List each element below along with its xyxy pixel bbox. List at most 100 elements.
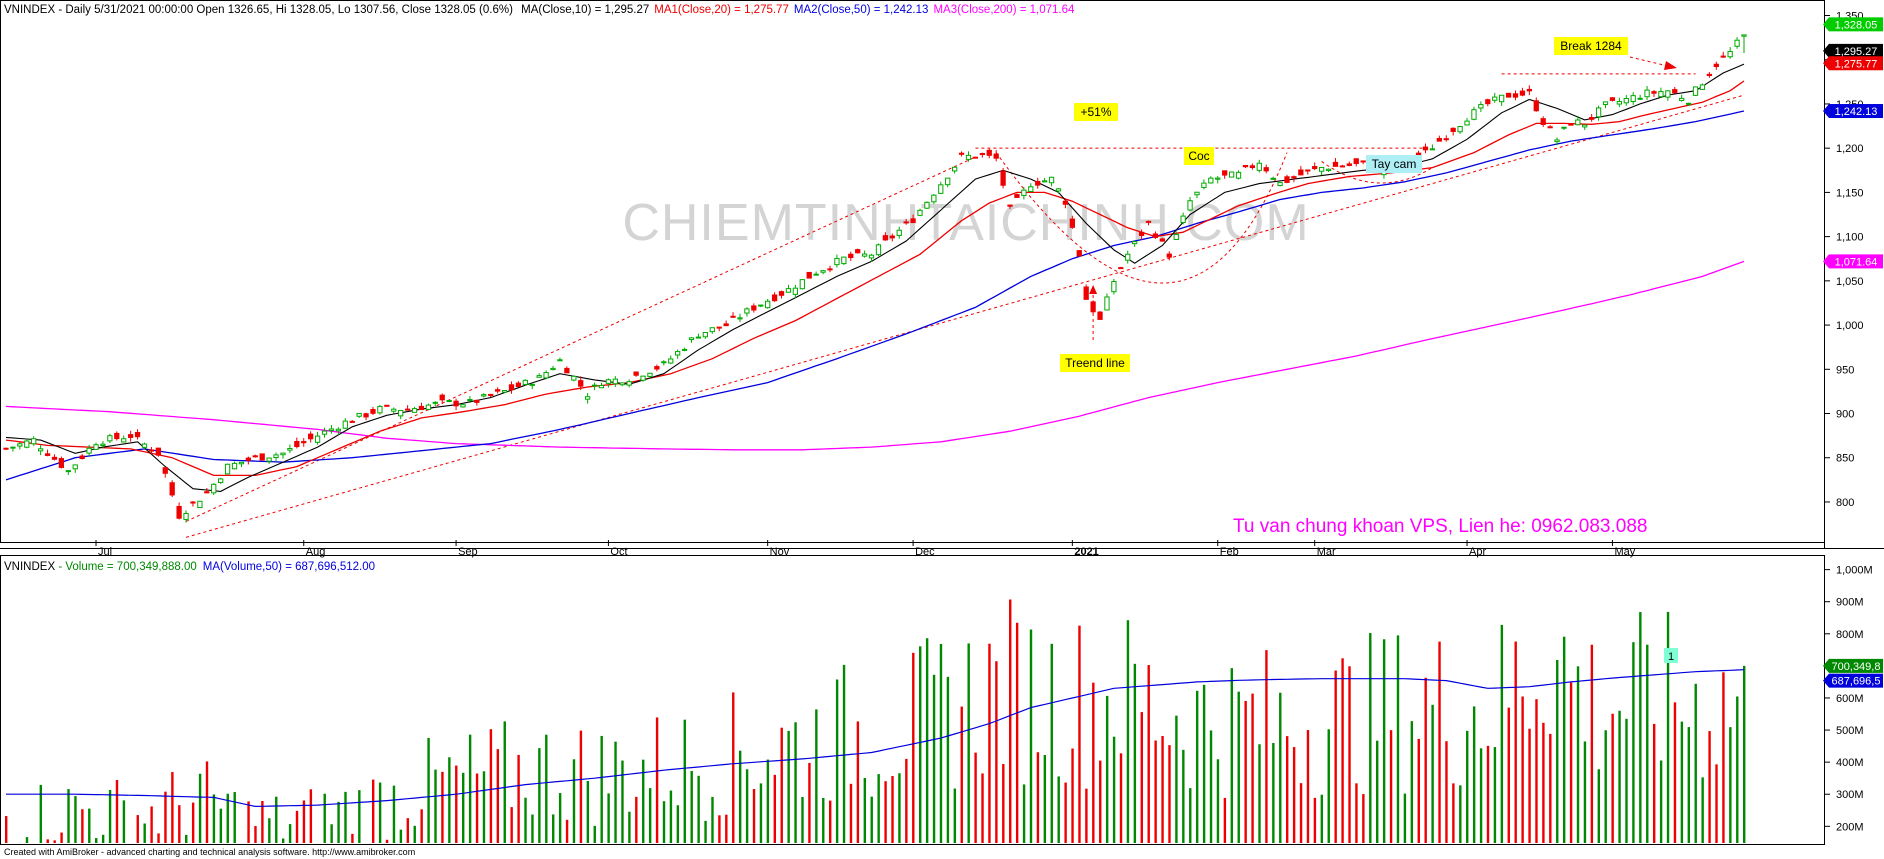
- price-value-tag-bg: [1829, 17, 1883, 32]
- candle-up: [1104, 296, 1110, 311]
- candle-up: [100, 443, 106, 446]
- volume-bar: [1403, 793, 1407, 843]
- volume-bar: [1445, 741, 1448, 843]
- candle-down: [1346, 163, 1352, 166]
- candle-down: [1145, 220, 1152, 223]
- candle-down: [730, 315, 736, 318]
- volume-bar: [531, 814, 534, 843]
- volume-bar: [1009, 599, 1012, 843]
- volume-bar: [1202, 684, 1206, 843]
- candle-up: [287, 447, 293, 451]
- volume-bar: [1493, 747, 1497, 843]
- price-value-tag-pointer: [1823, 43, 1829, 58]
- volume-bar: [1680, 721, 1684, 843]
- volume-bar: [642, 759, 645, 843]
- volume-bar: [1175, 715, 1178, 843]
- volume-bar: [233, 792, 236, 843]
- volume-bar: [157, 833, 160, 843]
- candle-up: [1499, 94, 1505, 103]
- price-header: VNINDEX - Daily 5/31/2021 00:00:00 Open …: [4, 4, 1075, 16]
- volume-header: VNINDEX - Volume = 700,349,888.00 MA(Volu…: [4, 561, 375, 573]
- candle-down: [1339, 165, 1346, 168]
- x-axis-label: 2021: [1074, 546, 1098, 558]
- candle-down: [1485, 99, 1491, 105]
- volume-bar: [351, 833, 354, 843]
- candle-down: [1443, 138, 1449, 141]
- candle-up: [550, 367, 556, 371]
- volume-bar: [628, 811, 631, 843]
- price-header-ma-items: MA(Close,10) = 1,295.27 MA1(Close,20) = 1…: [521, 4, 1075, 16]
- volume-bar: [1285, 736, 1289, 843]
- volume-bar: [330, 824, 333, 843]
- volume-bar: [1528, 728, 1531, 843]
- candle-down: [1713, 63, 1719, 68]
- candle-down: [903, 221, 909, 224]
- ma20-line: [5, 80, 1745, 477]
- volume-bar: [268, 818, 271, 843]
- candle-up: [37, 448, 44, 452]
- volume-bar: [74, 796, 77, 843]
- volume-bar: [1237, 691, 1240, 843]
- candle-up: [557, 359, 563, 362]
- volume-bar: [1376, 740, 1379, 843]
- candle-down: [190, 501, 196, 504]
- volume-bar: [81, 809, 84, 843]
- candle-down: [1547, 126, 1553, 129]
- volume-bar: [621, 760, 624, 843]
- volume-bar: [247, 801, 250, 843]
- volume-bar: [420, 809, 423, 843]
- volume-bar: [1424, 677, 1427, 843]
- candle-up: [1734, 39, 1740, 47]
- candle-down: [1360, 160, 1366, 163]
- candle-up: [1561, 126, 1567, 129]
- volume-bar: [593, 825, 596, 843]
- volume-bar: [1666, 611, 1670, 843]
- volume-bar: [1583, 741, 1587, 843]
- candle-up: [1478, 104, 1484, 109]
- price-value-tag: 1,328.05: [1835, 19, 1878, 31]
- candle-down: [1090, 301, 1096, 313]
- candle-down: [1720, 55, 1726, 58]
- price-header-ma-item: MA1(Close,20) = 1,275.77: [654, 4, 789, 16]
- volume-bar: [835, 679, 839, 843]
- volume-bar: [1715, 764, 1718, 843]
- candle-down: [349, 420, 355, 423]
- volume-bar: [434, 769, 437, 843]
- candle-up: [1685, 102, 1692, 105]
- candle-down: [578, 380, 584, 387]
- candle-up: [1042, 180, 1048, 183]
- volume-bar: [191, 802, 195, 843]
- candle-up: [924, 201, 930, 209]
- volume-bar: [690, 770, 693, 843]
- x-axis-label: Jul: [98, 546, 112, 558]
- candle-down: [993, 153, 999, 159]
- volume-bar: [1230, 668, 1234, 843]
- candle-up: [917, 209, 923, 216]
- volume-bar: [1701, 777, 1704, 843]
- candle-up: [391, 408, 397, 412]
- volume-bar: [88, 808, 91, 843]
- candle-down: [1035, 180, 1041, 186]
- volume-bar: [1514, 641, 1517, 843]
- candle-up: [647, 372, 653, 377]
- volume-bar: [856, 721, 860, 843]
- price-value-tag: 1,242.13: [1835, 106, 1878, 118]
- candle-down: [1436, 138, 1442, 142]
- candle-up: [1048, 176, 1055, 184]
- volume-bar: [468, 734, 472, 843]
- candle-down: [1159, 238, 1165, 242]
- price-axis-label: 900: [1836, 409, 1854, 421]
- volume-bar: [1355, 783, 1358, 843]
- volume-bar: [1071, 748, 1074, 843]
- candle-down: [1305, 169, 1311, 172]
- candle-down: [58, 458, 65, 468]
- volume-bar: [1722, 672, 1725, 843]
- volume-bar: [1542, 722, 1545, 843]
- candle-up: [273, 454, 279, 459]
- candle-up: [1132, 241, 1138, 245]
- candle-up: [1173, 233, 1179, 240]
- candle-down: [889, 235, 895, 239]
- volume-bar: [1438, 641, 1441, 843]
- svg-text:Break 1284: Break 1284: [1560, 39, 1622, 53]
- volume-bar: [60, 832, 63, 843]
